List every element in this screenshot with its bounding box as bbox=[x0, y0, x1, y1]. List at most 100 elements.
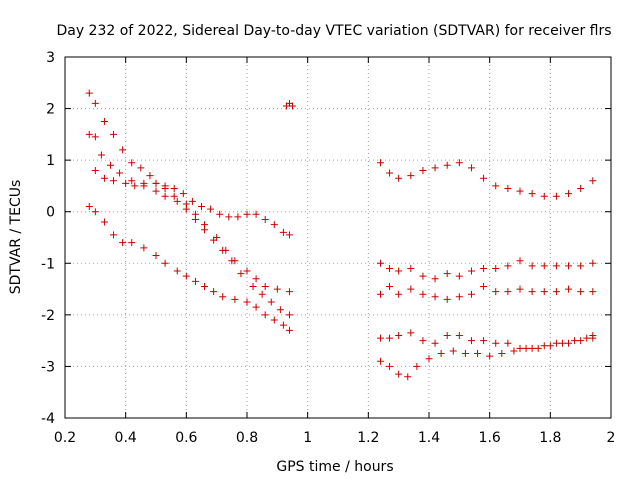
y-tick-label: 1 bbox=[46, 153, 55, 169]
series-track-d-early bbox=[85, 203, 293, 334]
data-point bbox=[276, 306, 284, 314]
data-point bbox=[261, 215, 269, 223]
data-point bbox=[577, 337, 585, 345]
data-point bbox=[419, 166, 427, 174]
series-track-c-early bbox=[91, 166, 293, 239]
data-point bbox=[85, 130, 93, 138]
data-point bbox=[577, 288, 585, 296]
data-point bbox=[455, 272, 463, 280]
data-point bbox=[85, 203, 93, 211]
data-point bbox=[431, 164, 439, 172]
data-point bbox=[188, 197, 196, 205]
data-point bbox=[407, 329, 415, 337]
data-point bbox=[191, 215, 199, 223]
data-point bbox=[504, 185, 512, 193]
data-point bbox=[270, 316, 278, 324]
data-point bbox=[552, 288, 560, 296]
data-point bbox=[419, 290, 427, 298]
data-point bbox=[467, 267, 475, 275]
data-point bbox=[261, 282, 269, 290]
data-point bbox=[252, 275, 260, 283]
data-point bbox=[443, 295, 451, 303]
data-point bbox=[119, 146, 127, 154]
data-point bbox=[480, 264, 488, 272]
data-point bbox=[386, 169, 394, 177]
data-point bbox=[249, 282, 257, 290]
data-point bbox=[110, 130, 118, 138]
data-point bbox=[492, 339, 500, 347]
data-point bbox=[419, 272, 427, 280]
data-point bbox=[528, 344, 536, 352]
data-point bbox=[395, 331, 403, 339]
data-point bbox=[152, 252, 160, 260]
data-point bbox=[455, 331, 463, 339]
data-point bbox=[467, 290, 475, 298]
data-point bbox=[128, 239, 136, 247]
data-point bbox=[252, 210, 260, 218]
data-point bbox=[207, 205, 215, 213]
data-point bbox=[407, 264, 415, 272]
data-point bbox=[376, 159, 384, 167]
data-point bbox=[122, 179, 130, 187]
data-point bbox=[437, 350, 445, 358]
data-point bbox=[91, 166, 99, 174]
data-point bbox=[179, 190, 187, 198]
data-point bbox=[504, 288, 512, 296]
data-point bbox=[516, 285, 524, 293]
x-tick-label: 1 bbox=[303, 430, 312, 446]
data-point bbox=[528, 190, 536, 198]
data-point bbox=[225, 213, 233, 221]
data-point bbox=[285, 288, 293, 296]
data-point bbox=[267, 298, 275, 306]
series-track-a-late bbox=[376, 159, 597, 200]
data-point bbox=[100, 117, 108, 125]
data-point bbox=[407, 285, 415, 293]
data-point bbox=[386, 334, 394, 342]
data-point bbox=[376, 259, 384, 267]
data-point bbox=[198, 203, 205, 211]
data-point bbox=[565, 339, 573, 347]
data-point bbox=[100, 218, 108, 226]
data-point bbox=[480, 282, 488, 290]
data-point bbox=[386, 362, 394, 370]
data-point bbox=[589, 288, 597, 296]
data-point bbox=[201, 226, 209, 234]
data-point bbox=[534, 344, 542, 352]
data-point bbox=[565, 285, 573, 293]
data-point bbox=[152, 187, 160, 195]
data-point bbox=[431, 275, 439, 283]
series-track-b-late bbox=[376, 257, 597, 283]
data-point bbox=[528, 262, 536, 270]
data-point bbox=[376, 357, 384, 365]
data-point bbox=[413, 362, 421, 370]
data-point bbox=[461, 350, 469, 358]
x-tick-label: 0.6 bbox=[175, 430, 197, 446]
data-point bbox=[492, 264, 500, 272]
data-point bbox=[589, 334, 597, 342]
data-point bbox=[110, 177, 118, 185]
data-point bbox=[91, 99, 99, 107]
data-point bbox=[228, 257, 236, 265]
data-point bbox=[404, 373, 412, 381]
data-point bbox=[431, 293, 439, 301]
data-point bbox=[279, 321, 287, 329]
data-point bbox=[498, 350, 506, 358]
series-isolated-cluster bbox=[282, 99, 296, 110]
y-tick-label: -4 bbox=[41, 411, 55, 427]
y-tick-label: -2 bbox=[41, 308, 55, 324]
data-point bbox=[486, 352, 494, 360]
data-point bbox=[395, 174, 403, 182]
data-point bbox=[161, 259, 169, 267]
data-point bbox=[252, 303, 260, 311]
data-point bbox=[191, 277, 199, 285]
data-point bbox=[522, 344, 530, 352]
data-point bbox=[449, 347, 457, 355]
data-point bbox=[540, 342, 548, 350]
data-point bbox=[270, 221, 278, 229]
data-point bbox=[577, 185, 585, 193]
data-point bbox=[289, 102, 296, 110]
data-point bbox=[571, 337, 579, 345]
x-tick-label: 1.2 bbox=[357, 430, 379, 446]
x-axis-label: GPS time / hours bbox=[276, 459, 393, 475]
data-point bbox=[425, 355, 433, 363]
